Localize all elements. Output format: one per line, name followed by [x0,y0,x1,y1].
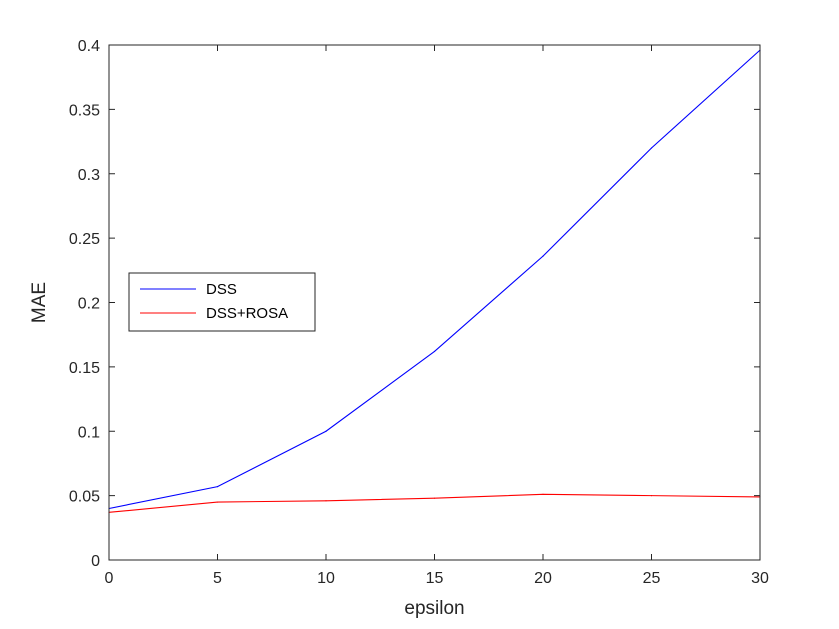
y-tick-label: 0 [91,553,100,570]
tick-labels-layer: 0 5 10 15 20 25 30 0 0.05 0.1 0.15 0.2 0.25 0.3 0.35 0.… [69,38,769,587]
x-tick-label: 15 [426,570,444,587]
data-point [433,497,436,499]
data-point [325,430,327,432]
data-point [542,255,544,257]
y-tick-label: 0.35 [69,102,100,119]
y-axis-label: MAE [29,282,50,323]
data-point [542,493,544,495]
data-point [216,501,219,503]
y-tick-label: 0.3 [78,167,100,184]
y-tick-label: 0.1 [78,424,100,441]
data-point [650,495,653,497]
y-tick-label: 0.05 [69,489,100,506]
data-point [433,350,436,353]
data-point [216,486,219,488]
x-tick-label: 25 [643,570,661,587]
legend-label: DSS+ROSA [206,305,288,322]
x-tick-label: 30 [751,570,769,587]
y-tick-label: 0.2 [78,296,100,313]
data-point [650,147,653,149]
legend-label: DSS [206,281,237,298]
x-tick-label: 5 [213,570,222,587]
y-tick-label: 0.15 [69,360,100,377]
x-axis-label: epsilon [404,598,464,619]
series-layer [108,49,761,513]
y-tick-label: 0.4 [78,38,100,55]
legend: DSS DSS+ROSA [128,272,316,332]
data-point [325,500,327,502]
x-tick-label: 0 [105,570,114,587]
y-tick-label: 0.25 [69,231,100,248]
legend-box [128,272,316,332]
ticks-layer [108,44,761,561]
x-tick-label: 10 [317,570,335,587]
x-tick-label: 20 [534,570,552,587]
